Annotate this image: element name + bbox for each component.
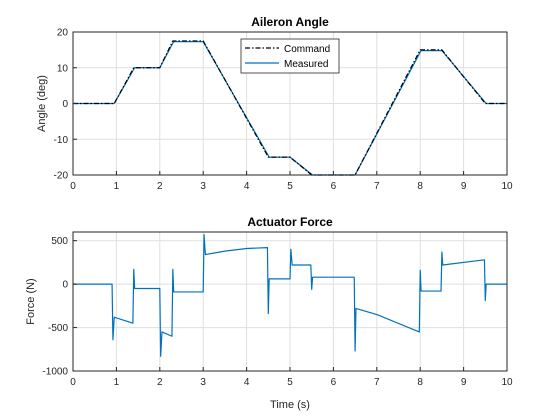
x-tick-label: 5 (287, 181, 293, 192)
x-tick-label: 0 (70, 181, 76, 192)
y-tick-label: 0 (62, 99, 68, 110)
y-tick-label: 500 (51, 236, 68, 247)
tick-labels: 0 1 2 3 4 5 6 7 8 9 10 -1000 -500 0 500 (42, 236, 513, 388)
legend-box (240, 38, 340, 74)
aileron-angle-axes: 0 1 2 3 4 5 6 7 8 9 10 -20 -10 0 10 20 Aileron Angle An… (36, 15, 513, 192)
x-tick-label: 2 (157, 181, 163, 192)
y-axis-label: Angle (deg) (36, 75, 48, 132)
legend-entry-measured: Measured (284, 59, 328, 70)
legend: Command Measured (240, 38, 340, 74)
tick-labels: 0 1 2 3 4 5 6 7 8 9 10 -20 -10 0 10 20 (54, 28, 513, 193)
x-tick-label: 7 (374, 181, 380, 192)
x-tick-label: 2 (157, 377, 163, 388)
x-tick-label: 3 (200, 181, 206, 192)
x-tick-label: 4 (244, 377, 250, 388)
x-tick-label: 3 (200, 377, 206, 388)
x-tick-label: 6 (331, 377, 337, 388)
actuator-force-axes: 0 1 2 3 4 5 6 7 8 9 10 -1000 -500 0 500 Actuator Force… (25, 215, 513, 411)
y-tick-label: -500 (48, 323, 68, 334)
y-tick-label: 0 (62, 280, 68, 291)
x-tick-label: 5 (287, 377, 293, 388)
chart-title: Aileron Angle (251, 15, 329, 29)
x-tick-label: 10 (501, 181, 513, 192)
y-tick-label: 20 (57, 28, 69, 39)
legend-entry-command: Command (284, 44, 330, 55)
force-series-line (73, 234, 507, 357)
series-lines (73, 234, 507, 357)
x-tick-label: 4 (244, 181, 250, 192)
x-tick-label: 9 (461, 181, 467, 192)
y-tick-label: -20 (54, 171, 69, 182)
y-tick-label: -10 (54, 135, 69, 146)
y-axis-label: Force (N) (25, 278, 37, 324)
x-tick-label: 9 (461, 377, 467, 388)
x-tick-label: 8 (417, 377, 423, 388)
command-series-line (73, 40, 507, 176)
x-tick-label: 10 (501, 377, 513, 388)
x-tick-label: 6 (331, 181, 337, 192)
x-tick-label: 0 (70, 377, 76, 388)
x-axis-label: Time (s) (270, 399, 310, 411)
y-tick-label: -1000 (42, 367, 68, 378)
x-tick-label: 1 (114, 181, 120, 192)
x-tick-label: 8 (417, 181, 423, 192)
x-tick-label: 7 (374, 377, 380, 388)
series-lines (73, 40, 507, 176)
y-tick-label: 10 (57, 63, 69, 74)
chart-title: Actuator Force (247, 215, 333, 229)
x-tick-label: 1 (114, 377, 120, 388)
